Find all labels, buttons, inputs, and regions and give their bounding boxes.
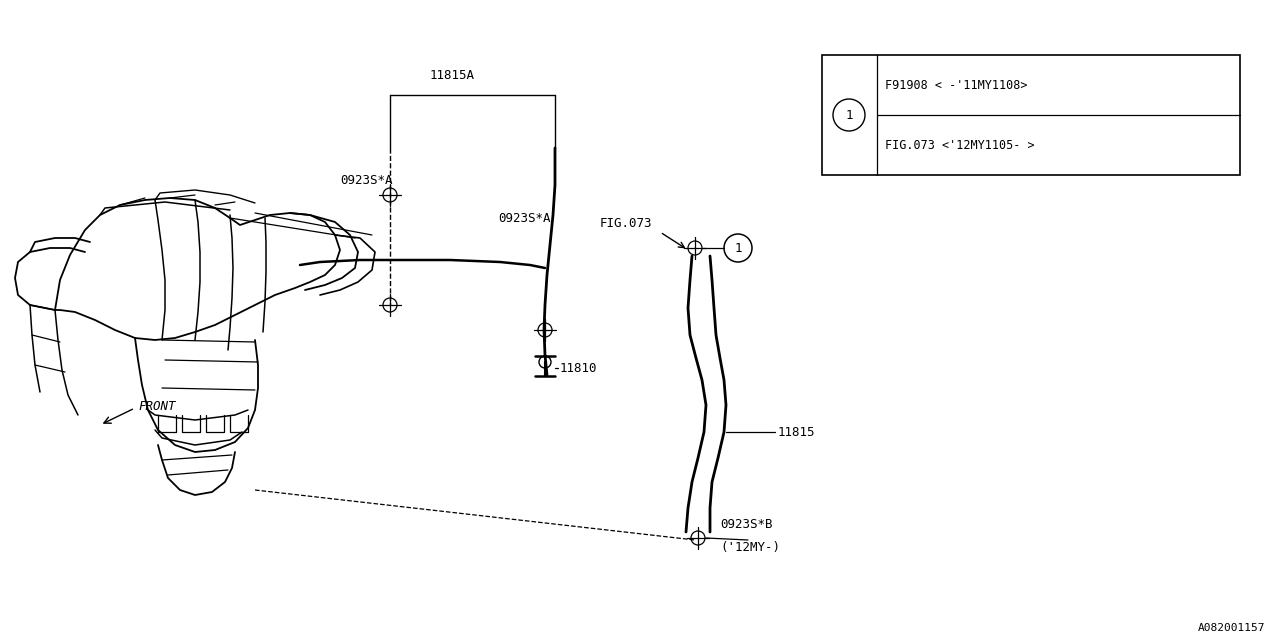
Text: F91908 < -'11MY1108>: F91908 < -'11MY1108> [884,79,1028,92]
Text: 1: 1 [735,241,741,255]
Text: 0923S*B: 0923S*B [719,518,773,531]
Bar [822,55,1240,175]
Text: FIG.073 <'12MY1105- >: FIG.073 <'12MY1105- > [884,138,1034,152]
Text: 11815A: 11815A [430,68,475,81]
Text: FIG.073: FIG.073 [600,216,653,230]
Text: 1: 1 [845,109,852,122]
Text: A082001157: A082001157 [1198,623,1265,633]
Text: FRONT: FRONT [138,399,175,413]
Text: ('12MY-): ('12MY-) [719,541,780,554]
Text: 0923S*A: 0923S*A [340,173,393,186]
Text: 11810: 11810 [561,362,598,374]
Text: 0923S*A: 0923S*A [498,211,550,225]
Text: 11815: 11815 [778,426,815,438]
